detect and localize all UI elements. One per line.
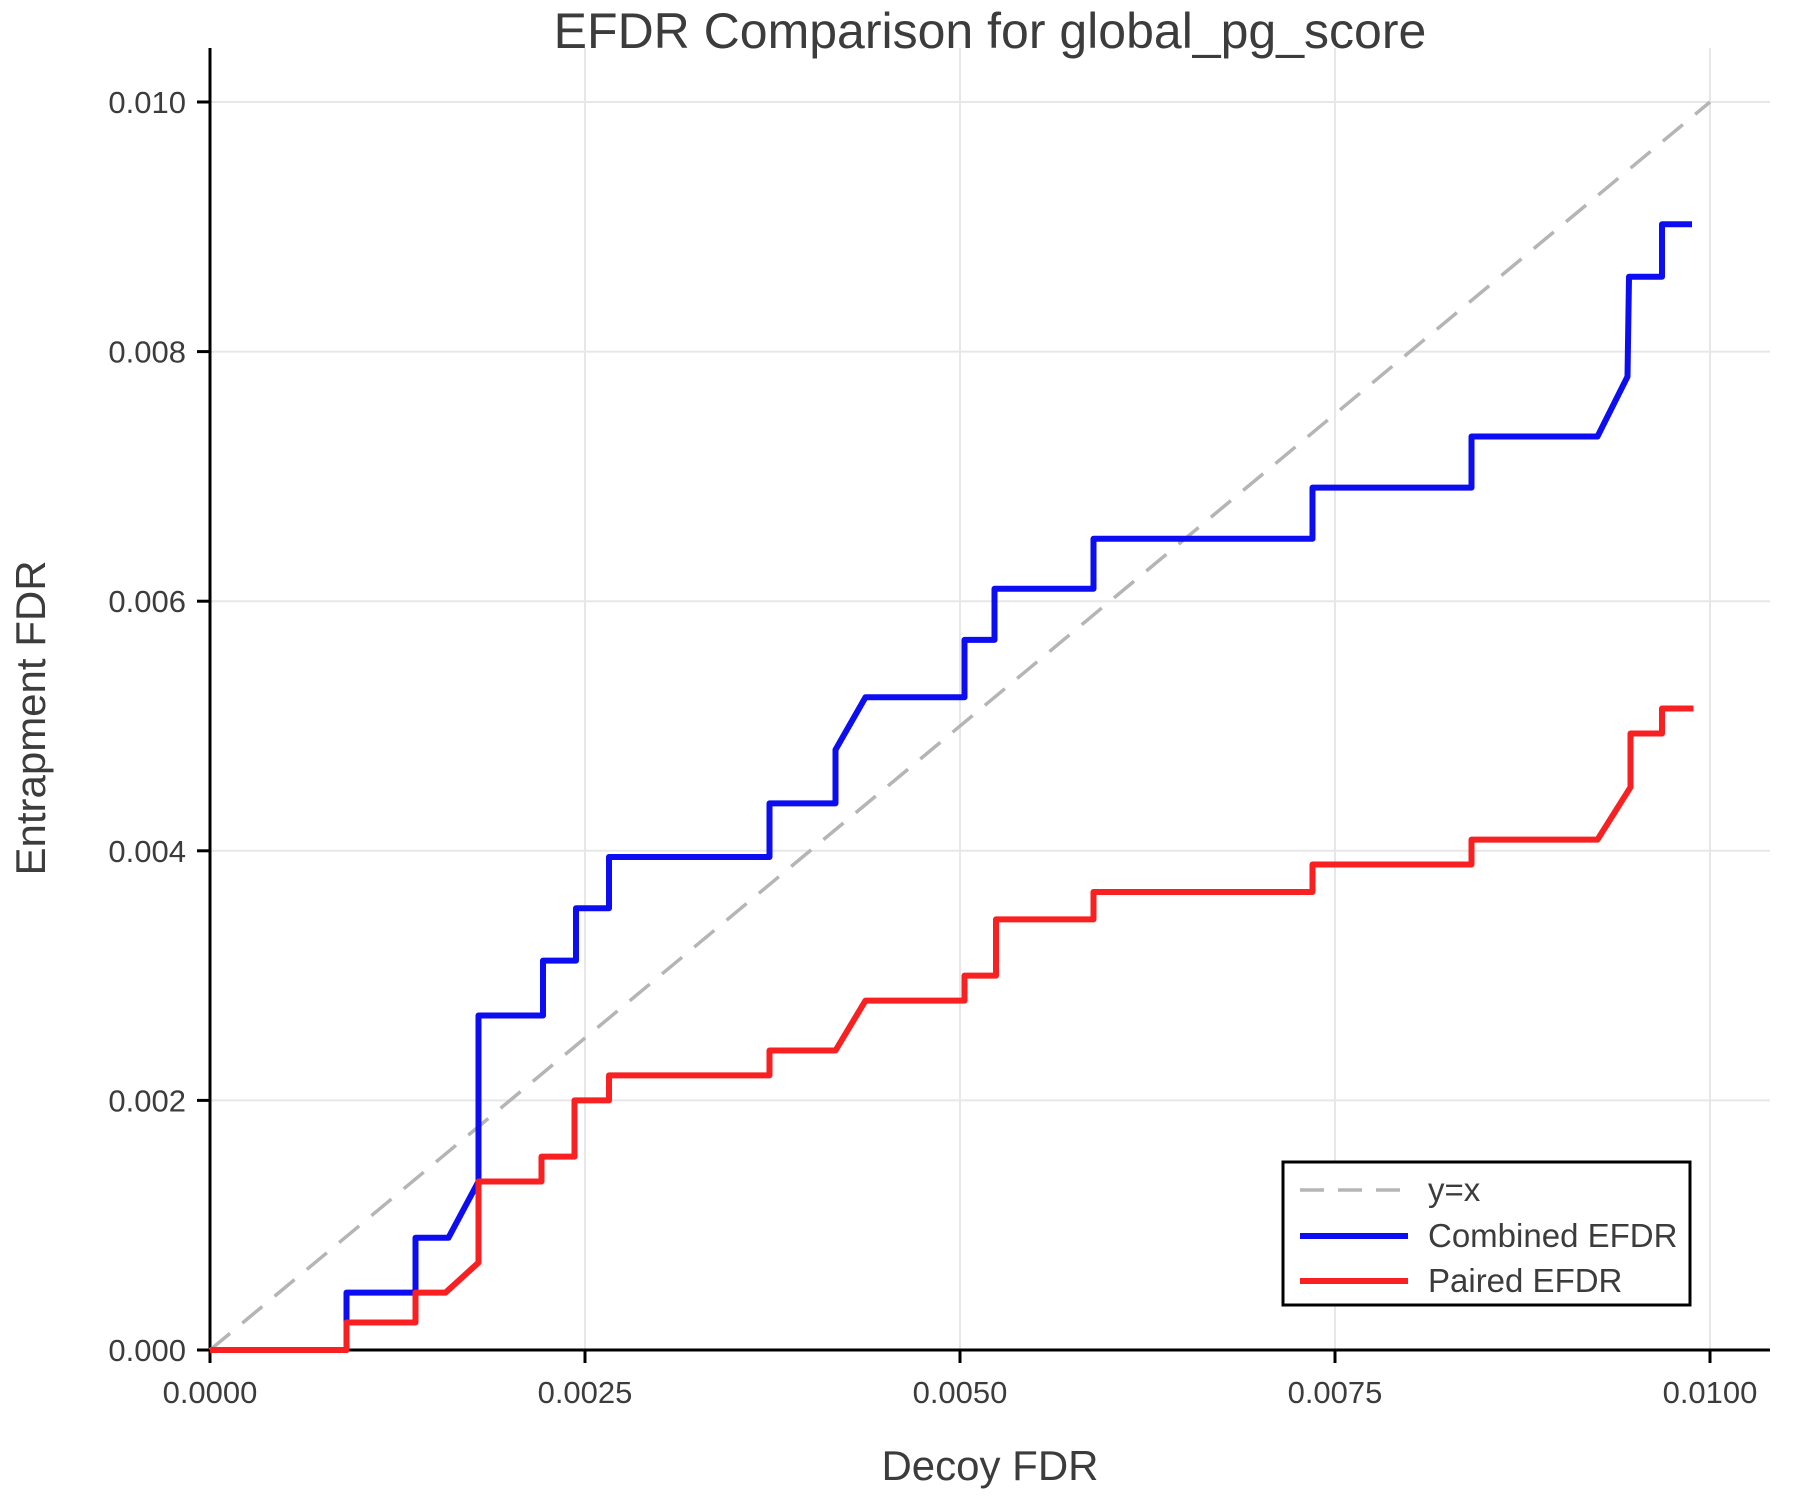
combined-efdr-line (210, 221, 1692, 1353)
x-axis-label: Decoy FDR (881, 1442, 1098, 1489)
x-tick-label: 0.0050 (913, 1375, 1008, 1410)
y-tick-label: 0.002 (108, 1083, 186, 1118)
legend-identity-label: y=x (1428, 1171, 1481, 1208)
legend: y=x Combined EFDR Paired EFDR (1281, 1160, 1692, 1307)
x-tick-label: 0.0100 (1663, 1375, 1758, 1410)
paired-efdr-line (210, 705, 1694, 1353)
x-tick-label: 0.0025 (538, 1375, 633, 1410)
x-tick-label: 0.0075 (1288, 1375, 1383, 1410)
tick-labels: 0.0000 0.0025 0.0050 0.0075 0.0100 0.000 0.002… (108, 85, 1757, 1410)
identity-line (208, 100, 1712, 1352)
x-tick-label: 0.0000 (163, 1375, 258, 1410)
chart-title: EFDR Comparison for global_pg_score (554, 3, 1427, 59)
y-tick-label: 0.010 (108, 85, 186, 120)
y-axis-label: Entrapment FDR (7, 560, 54, 875)
y-tick-label: 0.006 (108, 584, 186, 619)
legend-paired-label: Paired EFDR (1428, 1262, 1622, 1299)
y-tick-label: 0.004 (108, 834, 186, 869)
legend-combined-label: Combined EFDR (1428, 1217, 1677, 1254)
y-tick-label: 0.000 (108, 1333, 186, 1368)
y-tick-label: 0.008 (108, 335, 186, 370)
